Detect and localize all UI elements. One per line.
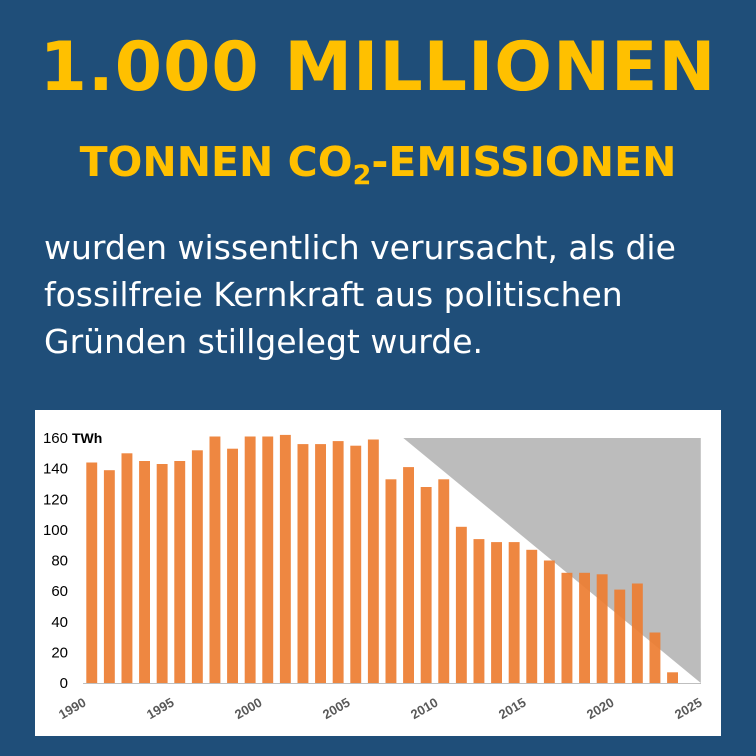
x-tick-label: 2015 <box>496 695 529 722</box>
bar-2020 <box>614 589 626 683</box>
x-tick-label: 1990 <box>56 695 89 722</box>
bar-2003 <box>315 444 326 683</box>
headline-line-2-suffix: -EMISSIONEN <box>371 138 677 186</box>
y-tick-label: 100 <box>43 522 68 539</box>
y-axis-ticks: 0 20 40 60 80 100 120 140 160 <box>43 430 68 692</box>
bar-2015 <box>526 549 538 683</box>
bar-2012 <box>473 539 485 683</box>
bar-2004 <box>332 441 344 683</box>
body-text-line-2: fossilfreie Kernkraft aus politischen <box>44 275 623 314</box>
x-tick-label: 1995 <box>144 695 177 722</box>
bar-2007 <box>385 479 397 683</box>
bar-2016 <box>543 560 555 683</box>
body-text-line-3: Gründen stillgelegt wurde. <box>44 322 483 361</box>
x-tick-label: 2005 <box>320 695 353 722</box>
bar-1992 <box>121 453 133 683</box>
x-tick-label: 2020 <box>584 695 617 722</box>
bar-2002 <box>297 444 309 683</box>
bar-2019 <box>596 574 608 683</box>
bar-2008 <box>403 467 414 683</box>
bar-2021 <box>631 583 643 683</box>
y-tick-label: 160 <box>43 430 68 447</box>
bar-2000 <box>262 436 274 683</box>
bar-2017 <box>561 572 573 684</box>
nuclear-generation-chart: 0 20 40 60 80 100 120 140 160 1990 1995 2000 2005 20… <box>43 430 705 722</box>
bar-1993 <box>139 461 150 683</box>
bar-2013 <box>491 542 502 683</box>
y-tick-label: 140 <box>43 461 68 478</box>
bar-1998 <box>227 448 238 683</box>
bar-1996 <box>191 450 203 684</box>
bar-2005 <box>350 445 362 683</box>
y-tick-label: 20 <box>51 644 68 661</box>
x-tick-label: 2025 <box>672 695 705 722</box>
bar-1999 <box>244 436 256 683</box>
bar-1997 <box>209 436 221 683</box>
body-text-line-1: wurden wissentlich verursacht, als die <box>44 228 676 267</box>
chart-panel: 0 20 40 60 80 100 120 140 160 1990 1995 2000 2005 20… <box>35 410 721 736</box>
y-axis-unit-label: TWh <box>72 430 102 446</box>
bar-2023 <box>667 672 678 683</box>
bar-2011 <box>455 526 467 683</box>
y-tick-label: 120 <box>43 491 68 508</box>
y-tick-label: 60 <box>51 583 68 600</box>
bar-1990 <box>86 462 98 683</box>
bar-1991 <box>103 470 115 683</box>
y-tick-label: 40 <box>51 614 68 631</box>
bar-1995 <box>174 461 186 683</box>
bar-2001 <box>279 434 291 683</box>
bar-2014 <box>508 542 520 683</box>
bar-2022 <box>649 632 661 683</box>
x-tick-label: 2010 <box>408 695 441 722</box>
bar-2009 <box>420 487 432 683</box>
headline-subscript: 2 <box>352 160 372 191</box>
bar-2006 <box>367 439 379 683</box>
bar-2018 <box>579 572 590 684</box>
y-tick-label: 0 <box>60 675 68 692</box>
bars-group <box>86 434 678 684</box>
bar-1994 <box>156 464 168 683</box>
bar-2010 <box>438 479 450 683</box>
x-axis-ticks: 1990 1995 2000 2005 2010 2015 2020 2025 <box>56 695 705 722</box>
headline-line-1: 1.000 MILLIONEN <box>39 28 717 107</box>
headline-line-2-prefix: TONNEN CO <box>79 138 353 186</box>
x-tick-label: 2000 <box>232 695 265 722</box>
body-text: wurden wissentlich verursacht, als die f… <box>44 224 724 365</box>
y-tick-label: 80 <box>51 553 68 570</box>
headline-line-2: TONNEN CO2-EMISSIONEN <box>0 138 756 189</box>
